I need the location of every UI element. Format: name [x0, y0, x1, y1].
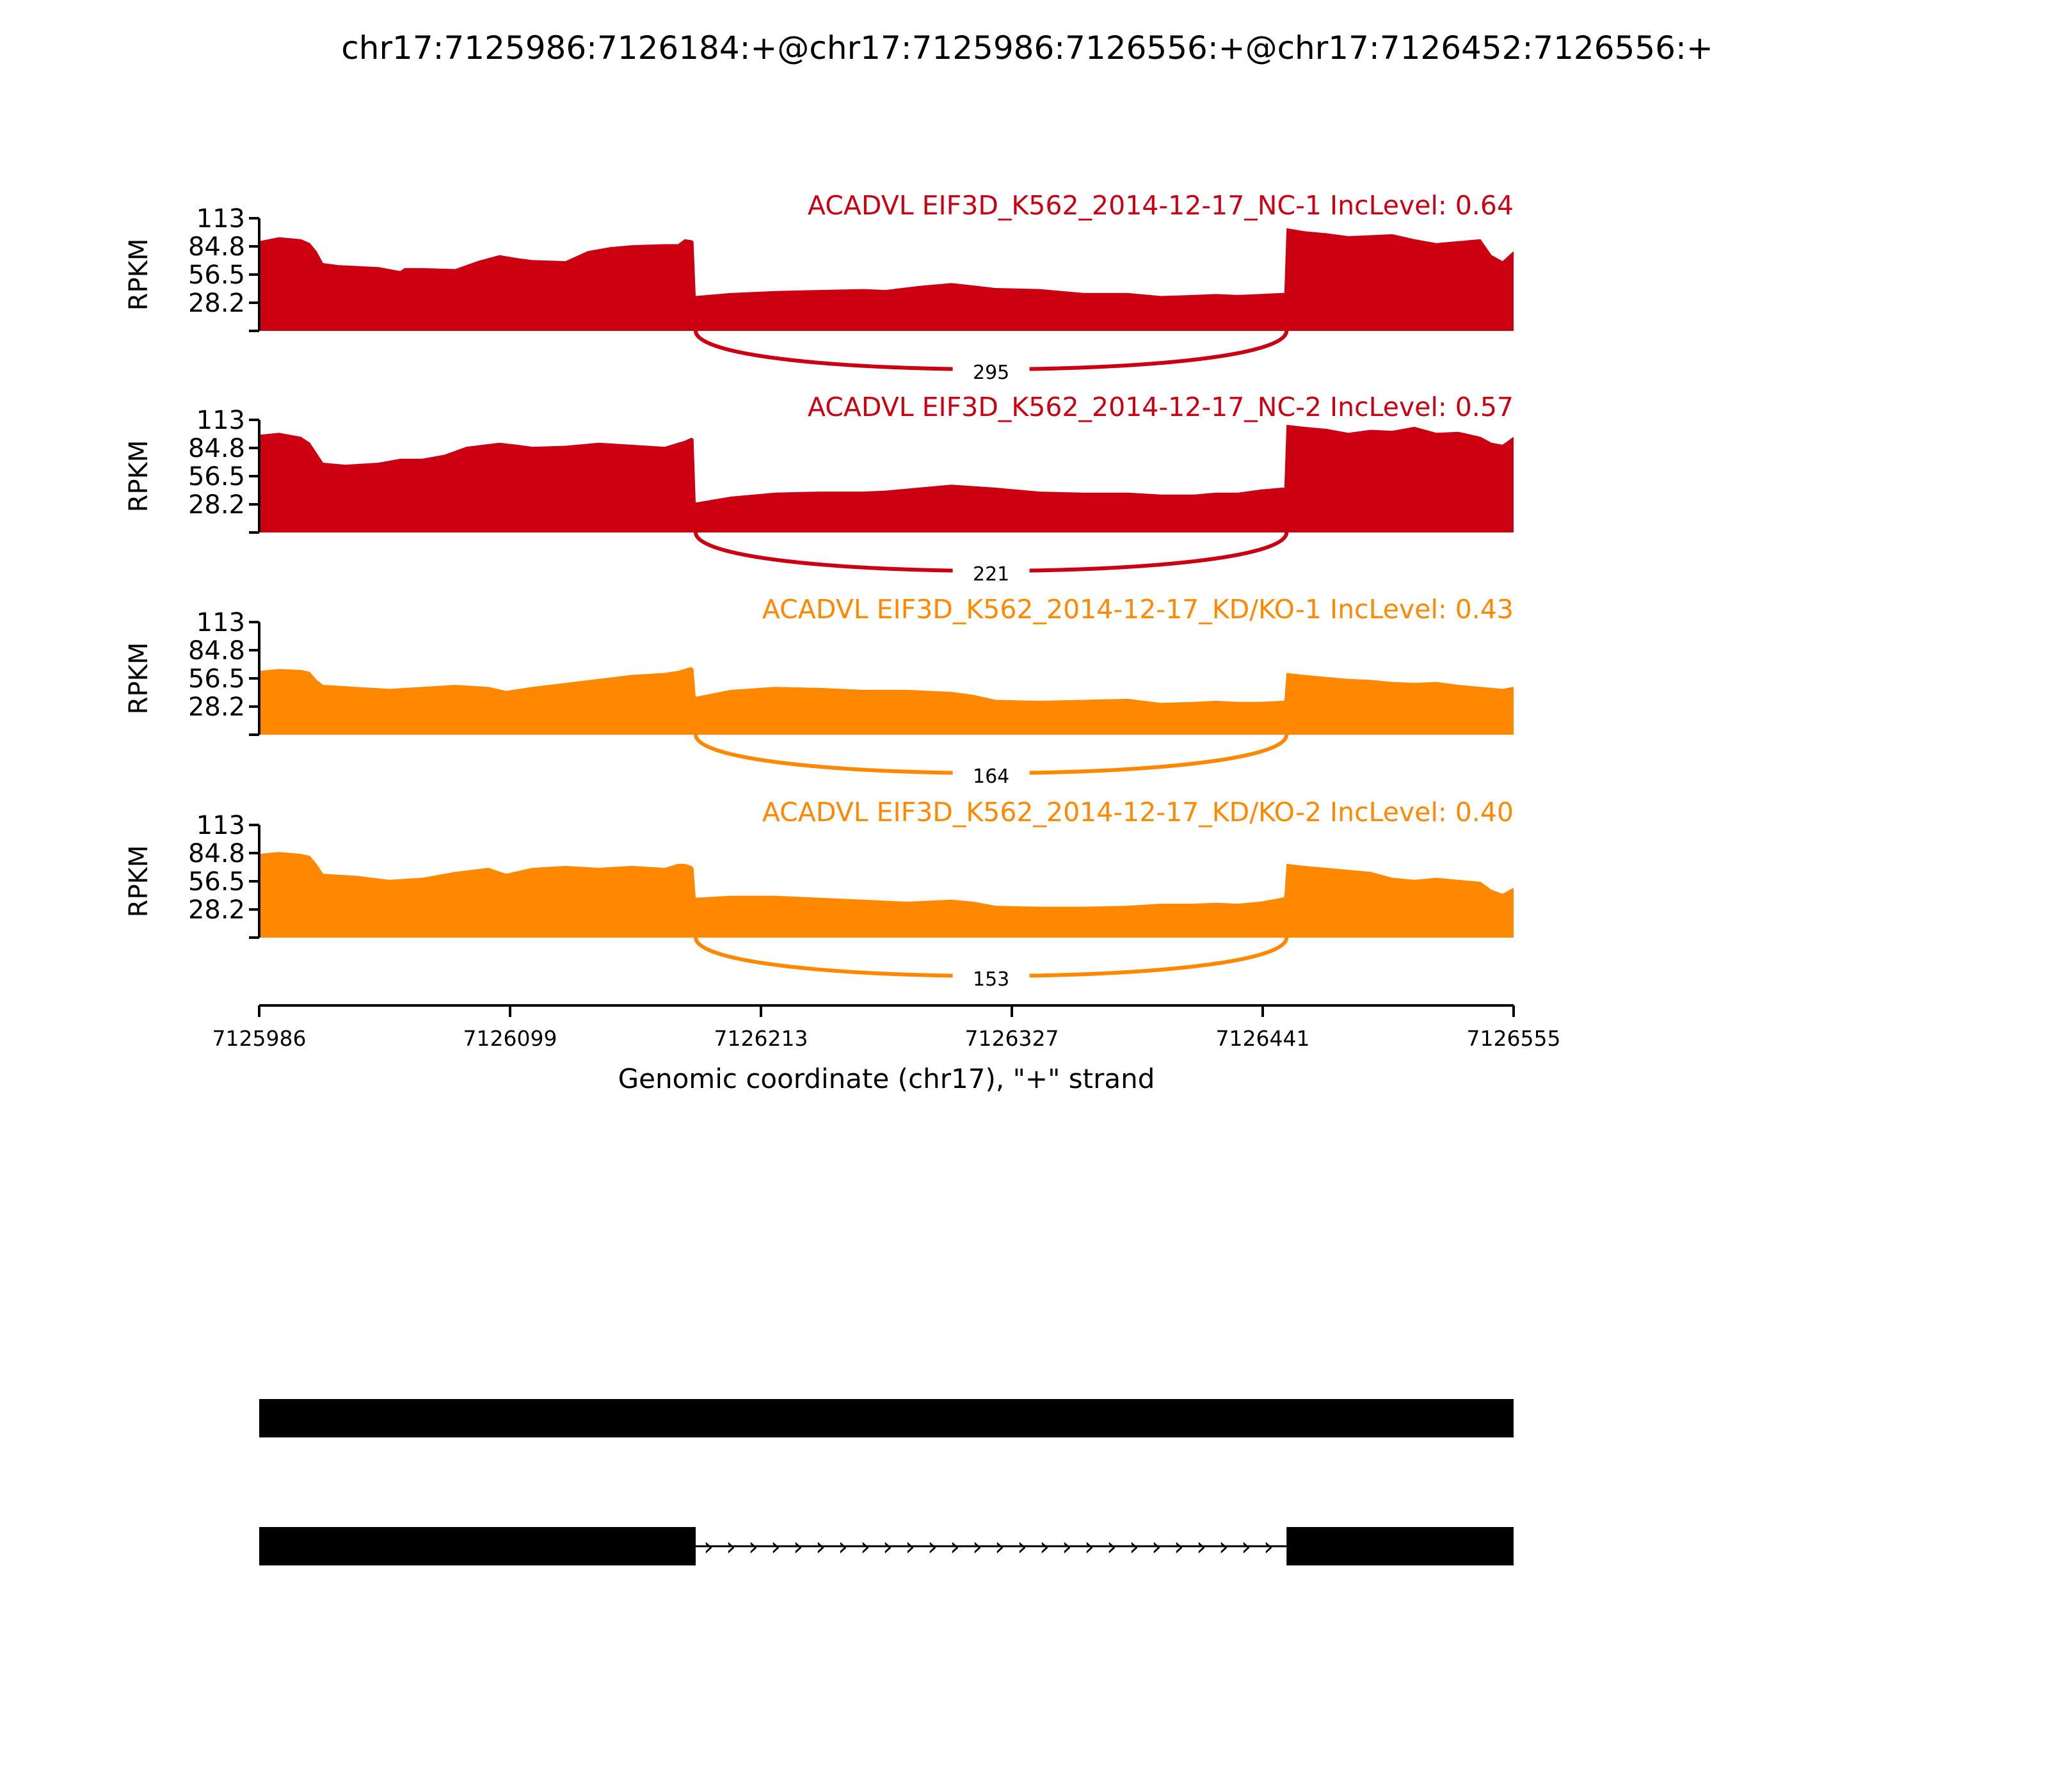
intron-arrow: › — [927, 1532, 938, 1562]
y-tick-label: 113 — [196, 204, 245, 234]
intron-arrow: › — [1084, 1532, 1094, 1562]
intron-arrow: › — [972, 1532, 982, 1562]
y-tick-label: 56.5 — [188, 462, 245, 492]
intron-arrow: › — [748, 1532, 758, 1562]
y-tick-label: 28.2 — [188, 895, 245, 925]
intron-arrow: › — [995, 1532, 1005, 1562]
coverage-track-1: 295 ACADVL EIF3D_K562_2014-12-17_NC-1 Inc… — [124, 190, 1514, 384]
intron-arrow: › — [1263, 1532, 1274, 1562]
intron-arrow: › — [1196, 1532, 1206, 1562]
coverage-area — [259, 667, 1514, 735]
y-tick-label: 56.5 — [188, 867, 245, 897]
intron-arrow: › — [815, 1532, 826, 1562]
intron-arrow: › — [838, 1532, 848, 1562]
junction-count-label: 221 — [973, 563, 1009, 586]
x-tick-label: 7126441 — [1216, 1026, 1310, 1051]
y-tick-label: 84.8 — [188, 434, 245, 463]
y-axis-label: RPKM — [124, 845, 154, 918]
y-tick-label: 28.2 — [188, 490, 245, 520]
x-axis: 7125986 7126099 7126213 7126327 7126441 71265… — [212, 1004, 1561, 1051]
junction-count-box — [952, 358, 1030, 383]
coverage-track-2: 221 ACADVL EIF3D_K562_2014-12-17_NC-2 Inc… — [124, 392, 1514, 586]
y-tick-label: 56.5 — [188, 260, 245, 290]
y-tick-label: 56.5 — [188, 664, 245, 694]
intron-arrow: › — [1241, 1532, 1251, 1562]
x-axis-label: Genomic coordinate (chr17), "+" strand — [618, 1063, 1155, 1094]
sample-label: ACADVL EIF3D_K562_2014-12-17_NC-2 IncLev… — [808, 392, 1514, 422]
y-axis-label: RPKM — [124, 440, 154, 513]
intron-arrow: › — [950, 1532, 960, 1562]
x-tick-label: 7126327 — [965, 1026, 1059, 1051]
intron-arrow: › — [905, 1532, 915, 1562]
intron-arrow: › — [1151, 1532, 1162, 1562]
chart-title: chr17:7125986:7126184:+@chr17:7125986:71… — [341, 29, 1713, 67]
y-axis-label: RPKM — [124, 239, 154, 311]
y-tick-label: 113 — [196, 811, 245, 840]
isoform-2-exon — [1286, 1527, 1514, 1565]
intron-arrow: › — [860, 1532, 870, 1562]
y-axis-label: RPKM — [124, 643, 154, 715]
coverage-tracks: 295 ACADVL EIF3D_K562_2014-12-17_NC-1 Inc… — [124, 190, 1514, 991]
junction-count-label: 164 — [973, 765, 1009, 788]
y-tick-label: 28.2 — [188, 289, 245, 318]
x-tick-label: 7126099 — [463, 1026, 557, 1051]
coverage-track-4: 153 ACADVL EIF3D_K562_2014-12-17_KD/KO-2 … — [124, 797, 1514, 991]
sample-label: ACADVL EIF3D_K562_2014-12-17_NC-1 IncLev… — [808, 190, 1514, 221]
junction-count-box — [952, 964, 1030, 990]
junction-count-label: 295 — [973, 362, 1009, 384]
coverage-track-3: 164 ACADVL EIF3D_K562_2014-12-17_KD/KO-1 … — [124, 594, 1514, 788]
junction-count-box — [952, 762, 1030, 787]
sample-label: ACADVL EIF3D_K562_2014-12-17_KD/KO-1 Inc… — [762, 594, 1514, 625]
sample-label: ACADVL EIF3D_K562_2014-12-17_KD/KO-2 Inc… — [762, 797, 1514, 828]
intron-arrow: › — [703, 1532, 714, 1562]
junction-count-label: 153 — [973, 968, 1009, 991]
intron-arrow: › — [1174, 1532, 1184, 1562]
y-tick-label: 84.8 — [188, 232, 245, 262]
y-tick-label: 84.8 — [188, 839, 245, 868]
intron-arrow: › — [883, 1532, 893, 1562]
gene-model: › › › › › › › › › › › › › › › › › › › › › › › › › › — [259, 1399, 1514, 1565]
intron-arrow: › — [1017, 1532, 1027, 1562]
intron-arrow: › — [771, 1532, 781, 1562]
x-tick-label: 7125986 — [212, 1026, 307, 1051]
intron-arrow: › — [726, 1532, 736, 1562]
isoform-2-exon — [259, 1527, 696, 1565]
x-tick-label: 7126213 — [714, 1026, 808, 1051]
coverage-area — [259, 424, 1514, 532]
y-tick-label: 28.2 — [188, 692, 245, 722]
intron-arrow: › — [1062, 1532, 1072, 1562]
intron-arrow: › — [793, 1532, 803, 1562]
intron-arrow: › — [1107, 1532, 1117, 1562]
y-tick-label: 84.8 — [188, 636, 245, 666]
junction-count-box — [952, 559, 1030, 585]
coverage-area — [259, 852, 1514, 938]
x-tick-label: 7126555 — [1467, 1026, 1561, 1051]
y-tick-label: 113 — [196, 406, 245, 435]
intron-arrow: › — [1039, 1532, 1050, 1562]
intron-arrow: › — [1129, 1532, 1139, 1562]
y-tick-label: 113 — [196, 608, 245, 637]
isoform-1-exon — [259, 1399, 1514, 1437]
intron-arrow: › — [1219, 1532, 1229, 1562]
coverage-area — [259, 228, 1514, 331]
